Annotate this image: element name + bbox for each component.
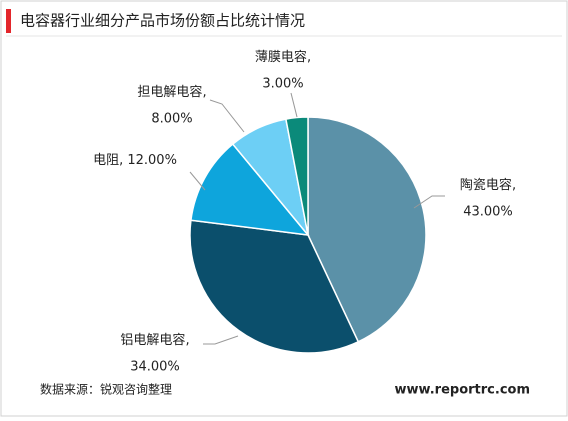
label-separator: ,: [185, 333, 189, 348]
title-accent: [6, 9, 11, 33]
watermark: www.reportrc.com: [395, 383, 530, 398]
category-label: 薄膜电容: [255, 49, 307, 65]
data-label: 电阻, 12.00%: [93, 153, 177, 168]
leader-line: [203, 335, 239, 345]
value-label: 8.00%: [151, 112, 192, 127]
pie-slice: [190, 143, 310, 236]
value-label: 43.00%: [463, 205, 513, 220]
data-label: 铝电解电容,: [120, 332, 189, 348]
label-separator: ,: [512, 178, 516, 193]
label-separator: ,: [307, 50, 311, 65]
label-separator: ,: [119, 153, 123, 168]
category-label: 担电解电容: [137, 84, 202, 100]
pie-slice: [307, 116, 427, 343]
value-label: 3.00%: [262, 77, 303, 92]
pie-slice: [189, 219, 360, 354]
value-label: 12.00%: [127, 153, 177, 168]
leader-line: [413, 195, 445, 209]
data-label: 陶瓷电容,: [460, 177, 516, 193]
data-label: 薄膜电容,: [255, 49, 311, 65]
leader-line: [189, 171, 206, 191]
value-label: 34.00%: [130, 360, 180, 375]
source: 数据来源：锐观咨询整理: [40, 382, 172, 397]
leader-line: [209, 99, 245, 133]
category-label: 铝电解电容: [120, 332, 185, 348]
chart-title: 电容器行业细分产品市场份额占比统计情况: [20, 12, 305, 30]
label-separator: ,: [202, 85, 206, 100]
category-label: 电阻: [93, 153, 119, 168]
data-label: 担电解电容,: [137, 84, 206, 100]
category-label: 陶瓷电容: [460, 177, 512, 193]
pie-slice: [285, 116, 309, 236]
leader-line: [290, 92, 298, 118]
